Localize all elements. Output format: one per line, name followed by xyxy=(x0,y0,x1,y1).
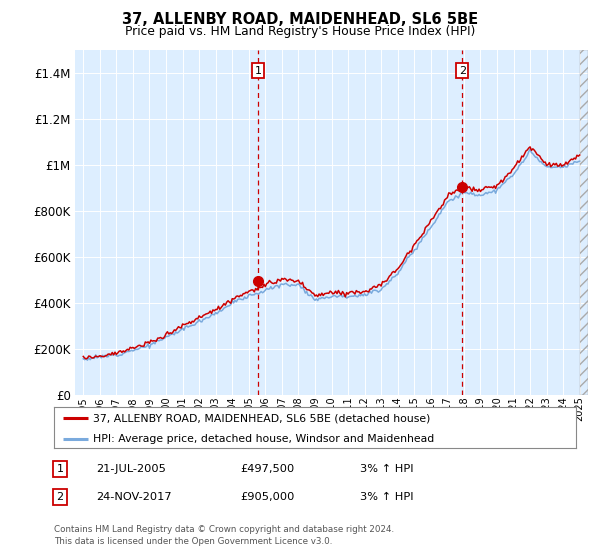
Text: 37, ALLENBY ROAD, MAIDENHEAD, SL6 5BE (detached house): 37, ALLENBY ROAD, MAIDENHEAD, SL6 5BE (d… xyxy=(93,413,431,423)
Text: 37, ALLENBY ROAD, MAIDENHEAD, SL6 5BE: 37, ALLENBY ROAD, MAIDENHEAD, SL6 5BE xyxy=(122,12,478,27)
Text: 2: 2 xyxy=(56,492,64,502)
Text: HPI: Average price, detached house, Windsor and Maidenhead: HPI: Average price, detached house, Wind… xyxy=(93,434,434,444)
Text: 21-JUL-2005: 21-JUL-2005 xyxy=(96,464,166,474)
Text: 2: 2 xyxy=(458,66,466,76)
Text: 1: 1 xyxy=(56,464,64,474)
Text: £497,500: £497,500 xyxy=(240,464,294,474)
Text: Price paid vs. HM Land Registry's House Price Index (HPI): Price paid vs. HM Land Registry's House … xyxy=(125,25,475,38)
Text: £905,000: £905,000 xyxy=(240,492,295,502)
Text: 24-NOV-2017: 24-NOV-2017 xyxy=(96,492,172,502)
Text: Contains HM Land Registry data © Crown copyright and database right 2024.
This d: Contains HM Land Registry data © Crown c… xyxy=(54,525,394,546)
Text: 3% ↑ HPI: 3% ↑ HPI xyxy=(360,464,413,474)
Text: 1: 1 xyxy=(254,66,262,76)
Text: 3% ↑ HPI: 3% ↑ HPI xyxy=(360,492,413,502)
